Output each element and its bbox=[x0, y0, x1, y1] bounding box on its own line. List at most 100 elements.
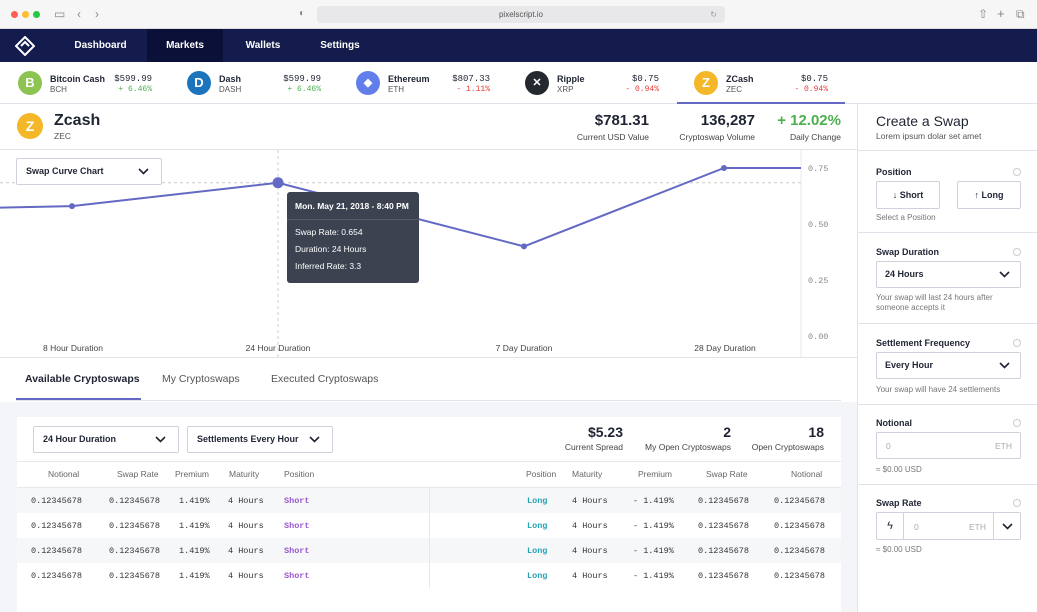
ticker-item-bch[interactable]: B Bitcoin Cash BCH $599.99 + 6.46% bbox=[18, 62, 168, 104]
ticker-price: $599.99 bbox=[283, 74, 321, 84]
x-tick-label: 7 Day Duration bbox=[496, 343, 553, 353]
col-header-maturity[interactable]: Maturity bbox=[229, 469, 260, 479]
table-row[interactable]: 0.12345678 0.12345678 1.419% 4 Hours Short Lo… bbox=[17, 513, 841, 538]
zcash-icon: Z bbox=[17, 113, 43, 139]
ethereum-icon: ◆ bbox=[356, 71, 380, 95]
info-icon[interactable] bbox=[1013, 248, 1021, 256]
minimize-window-icon[interactable] bbox=[22, 11, 29, 18]
ticker-item-eth[interactable]: ◆ Ethereum ETH $807.33 - 1.11% bbox=[356, 62, 506, 104]
back-icon[interactable]: ‹ bbox=[77, 7, 81, 21]
cell-maturity: 4 Hours bbox=[228, 496, 264, 506]
settlement-filter-dropdown[interactable]: Settlements Every Hour bbox=[187, 426, 333, 453]
short-button[interactable]: ↓ Short bbox=[876, 181, 940, 209]
usd-value-stat: $781.31 Current USD Value bbox=[577, 112, 649, 142]
settlement-frequency-select[interactable]: Every Hour bbox=[876, 352, 1021, 379]
swap-duration-select[interactable]: 24 Hours bbox=[876, 261, 1021, 288]
notional-input[interactable]: 0 ETH bbox=[876, 432, 1021, 459]
notional-placeholder: 0 bbox=[886, 441, 891, 451]
col-header-position[interactable]: Position bbox=[284, 469, 315, 479]
col-header-notional-right[interactable]: Notional bbox=[791, 469, 823, 479]
duration-help: Your swap will last 24 hours after someo… bbox=[876, 293, 993, 312]
cell-swap-rate: 0.12345678 bbox=[109, 521, 161, 531]
sidebar-toggle-icon[interactable]: ▭ bbox=[54, 7, 66, 21]
chart-tooltip: Mon. May 21, 2018 - 8:40 PM Swap Rate: 0… bbox=[287, 192, 419, 283]
notional-unit: ETH bbox=[995, 441, 1012, 451]
swap-rate-unit: ETH bbox=[969, 522, 986, 532]
tabs-overview-icon[interactable]: ⧉ bbox=[1016, 7, 1025, 21]
chevron-down-icon bbox=[138, 168, 149, 175]
y-tick-label: 0.50 bbox=[808, 220, 828, 230]
tab-my-cryptoswaps[interactable]: My Cryptoswaps bbox=[162, 373, 240, 385]
y-tick-label: 0.00 bbox=[808, 332, 828, 342]
table-row[interactable]: 0.12345678 0.12345678 1.419% 4 Hours Short Lo… bbox=[17, 563, 841, 588]
frequency-help: Your swap will have 24 settlements bbox=[876, 385, 1001, 394]
swap-duration-value: 24 Hours bbox=[885, 269, 924, 279]
cell-swap-rate-right: 0.12345678 bbox=[698, 571, 750, 581]
ticker-name: Ripple bbox=[557, 74, 585, 84]
long-label: Long bbox=[981, 190, 1004, 200]
nav-settings[interactable]: Settings bbox=[320, 40, 360, 51]
app-logo-icon[interactable] bbox=[15, 36, 35, 56]
swap-rate-unit-dropdown[interactable] bbox=[993, 513, 1020, 539]
col-header-swap-rate-right[interactable]: Swap Rate bbox=[706, 469, 748, 479]
address-bar[interactable]: pixelscript.io ↻ bbox=[317, 6, 725, 23]
nav-wallets[interactable]: Wallets bbox=[245, 40, 281, 51]
my-open-value: 2 bbox=[723, 424, 731, 440]
info-icon[interactable] bbox=[1013, 419, 1021, 427]
tab-executed-cryptoswaps[interactable]: Executed Cryptoswaps bbox=[271, 373, 379, 385]
swap-rate-input[interactable]: ϟ 0 ETH bbox=[876, 512, 1021, 540]
coin-symbol: ZEC bbox=[54, 131, 71, 141]
cell-notional-right: 0.12345678 bbox=[774, 521, 826, 531]
ticker-change: + 6.46% bbox=[118, 85, 152, 94]
ticker-change: - 1.11% bbox=[456, 85, 490, 94]
table-row[interactable]: 0.12345678 0.12345678 1.419% 4 Hours Short Lo… bbox=[17, 538, 841, 563]
lightning-icon[interactable]: ϟ bbox=[877, 513, 904, 539]
x-tick-label: 24 Hour Duration bbox=[246, 343, 311, 353]
info-icon[interactable] bbox=[1013, 168, 1021, 176]
chevron-down-icon bbox=[999, 271, 1010, 278]
table-row[interactable]: 0.12345678 0.12345678 1.419% 4 Hours Short Lo… bbox=[17, 488, 841, 513]
tooltip-duration: Duration: 24 Hours bbox=[295, 244, 367, 254]
nav-dashboard[interactable]: Dashboard bbox=[74, 40, 127, 51]
share-icon[interactable]: ⇧ bbox=[978, 7, 989, 21]
ticker-item-zec[interactable]: Z ZCash ZEC $0.75 - 0.94% bbox=[677, 62, 845, 104]
new-tab-icon[interactable]: + bbox=[997, 6, 1005, 21]
info-icon[interactable] bbox=[1013, 499, 1021, 507]
info-icon[interactable] bbox=[1013, 339, 1021, 347]
forward-icon[interactable]: › bbox=[95, 7, 99, 21]
long-button[interactable]: ↑ Long bbox=[957, 181, 1021, 209]
col-header-maturity-right[interactable]: Maturity bbox=[572, 469, 603, 479]
duration-filter-dropdown[interactable]: 24 Hour Duration bbox=[33, 426, 179, 453]
browser-chrome: ▭ ‹ › ◐ pixelscript.io ↻ ⇧ + ⧉ bbox=[0, 0, 1037, 29]
cell-swap-rate: 0.12345678 bbox=[109, 496, 161, 506]
cell-notional-right: 0.12345678 bbox=[774, 571, 826, 581]
ticker-item-xrp[interactable]: ✕ Ripple XRP $0.75 - 0.94% bbox=[525, 62, 675, 104]
market-ticker: B Bitcoin Cash BCH $599.99 + 6.46% D Das… bbox=[0, 62, 1037, 104]
maximize-window-icon[interactable] bbox=[33, 11, 40, 18]
reload-icon[interactable]: ↻ bbox=[710, 10, 717, 19]
short-label: Short bbox=[899, 190, 924, 200]
ticker-item-dash[interactable]: D Dash DASH $599.99 + 6.46% bbox=[187, 62, 337, 104]
swap-rate-label: Swap Rate bbox=[876, 498, 922, 508]
col-header-notional[interactable]: Notional bbox=[48, 469, 80, 479]
col-header-premium-right[interactable]: Premium bbox=[638, 469, 673, 479]
cell-maturity: 4 Hours bbox=[228, 546, 264, 556]
col-header-position-right[interactable]: Position bbox=[526, 469, 557, 479]
spread-label: Current Spread bbox=[564, 442, 623, 452]
chevron-down-icon bbox=[1002, 523, 1013, 530]
cell-swap-rate: 0.12345678 bbox=[109, 546, 161, 556]
col-header-premium[interactable]: Premium bbox=[175, 469, 210, 479]
my-open-label: My Open Cryptoswaps bbox=[645, 442, 731, 452]
ticker-name: Bitcoin Cash bbox=[50, 74, 106, 84]
chart-type-dropdown[interactable]: Swap Curve Chart bbox=[16, 158, 162, 185]
close-window-icon[interactable] bbox=[11, 11, 18, 18]
arrow-down-icon: ↓ bbox=[892, 190, 898, 200]
swap-rate-placeholder: 0 bbox=[914, 522, 919, 532]
coin-name: Zcash bbox=[54, 112, 101, 129]
tab-available-cryptoswaps[interactable]: Available Cryptoswaps bbox=[25, 373, 140, 385]
tooltip-inferred-rate: Inferred Rate: 3.3 bbox=[295, 261, 362, 271]
col-header-swap-rate[interactable]: Swap Rate bbox=[117, 469, 159, 479]
nav-markets[interactable]: Markets bbox=[147, 29, 223, 62]
cell-notional: 0.12345678 bbox=[31, 521, 83, 531]
